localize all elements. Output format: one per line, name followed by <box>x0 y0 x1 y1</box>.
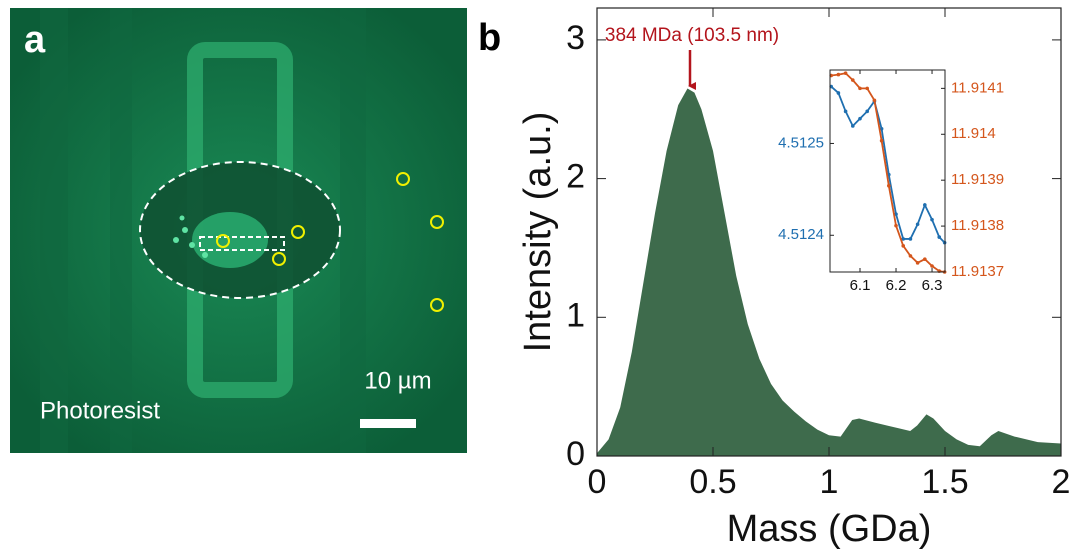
point <box>937 235 942 239</box>
x-tick-label: 1 <box>820 463 839 501</box>
dashed-ellipse <box>139 161 341 299</box>
y-axis-label: Intensity (a.u.) <box>517 112 559 353</box>
point <box>915 222 920 227</box>
x-tick-label: 1.5 <box>921 463 968 501</box>
yellow-circle <box>216 234 230 248</box>
stripe <box>340 8 366 453</box>
yellow-circle <box>430 215 444 229</box>
annotation: 384 MDa (103.5 nm) <box>605 25 779 46</box>
stripe <box>110 8 132 453</box>
microscopy-image: a Photoresist 10 µm <box>10 8 467 453</box>
point <box>850 78 855 82</box>
point <box>901 244 906 248</box>
x-axis-label: Mass (GDa) <box>727 508 932 550</box>
point <box>865 109 870 114</box>
point <box>858 116 862 121</box>
point <box>894 212 898 216</box>
point <box>923 203 927 207</box>
x-tick-label: 6.1 <box>850 277 871 294</box>
yellow-circle <box>430 298 444 312</box>
point <box>908 237 913 241</box>
y-tick-label: 4.5124 <box>778 226 824 243</box>
plot-frame <box>829 69 946 273</box>
scale-bar <box>360 419 416 428</box>
x-tick-label: 0 <box>588 463 607 501</box>
point <box>894 223 898 228</box>
y2-tick-label: 11.9141 <box>951 79 1004 96</box>
point <box>879 126 884 131</box>
x-tick-label: 0.5 <box>689 463 736 501</box>
particle <box>189 242 195 248</box>
y-tick-label: 3 <box>566 19 585 57</box>
y-tick-label: 4.5125 <box>778 134 824 151</box>
area <box>597 88 1061 456</box>
scale-bar-label: 10 µm <box>364 367 431 394</box>
point <box>843 109 848 114</box>
y-tick-label: 1 <box>566 296 585 334</box>
point <box>865 86 870 91</box>
stripe <box>40 8 68 453</box>
yellow-circle <box>396 172 410 186</box>
x-tick-label: 6.3 <box>922 277 943 294</box>
y2-tick-label: 11.9138 <box>951 217 1004 234</box>
panel-label: b <box>478 17 501 59</box>
image-caption: Photoresist <box>40 397 160 424</box>
point <box>930 217 934 222</box>
particle <box>202 252 208 258</box>
particle <box>173 237 179 243</box>
y2-tick-label: 11.914 <box>951 125 996 142</box>
point <box>930 264 934 268</box>
point <box>915 261 920 265</box>
yellow-circle <box>291 225 305 239</box>
panel-label: a <box>24 19 46 61</box>
yellow-circle <box>272 252 286 266</box>
particle-cluster <box>192 212 268 268</box>
y2-tick-label: 11.9137 <box>951 263 1004 280</box>
y2-tick-label: 11.9139 <box>951 171 1004 188</box>
x-tick-label: 6.2 <box>886 277 907 294</box>
particle <box>179 215 185 221</box>
point <box>908 254 913 258</box>
dashed-box <box>199 236 285 251</box>
point <box>923 257 927 261</box>
point <box>836 72 841 77</box>
point <box>843 71 848 76</box>
y-tick-label: 2 <box>566 158 585 196</box>
point <box>872 98 877 103</box>
point <box>887 183 891 188</box>
x-tick-label: 2 <box>1052 463 1071 501</box>
point <box>836 91 841 95</box>
point <box>879 138 884 143</box>
point <box>858 86 862 91</box>
point <box>901 237 906 241</box>
y-tick-label: 0 <box>566 435 585 473</box>
particle <box>182 227 188 233</box>
point <box>850 124 855 128</box>
